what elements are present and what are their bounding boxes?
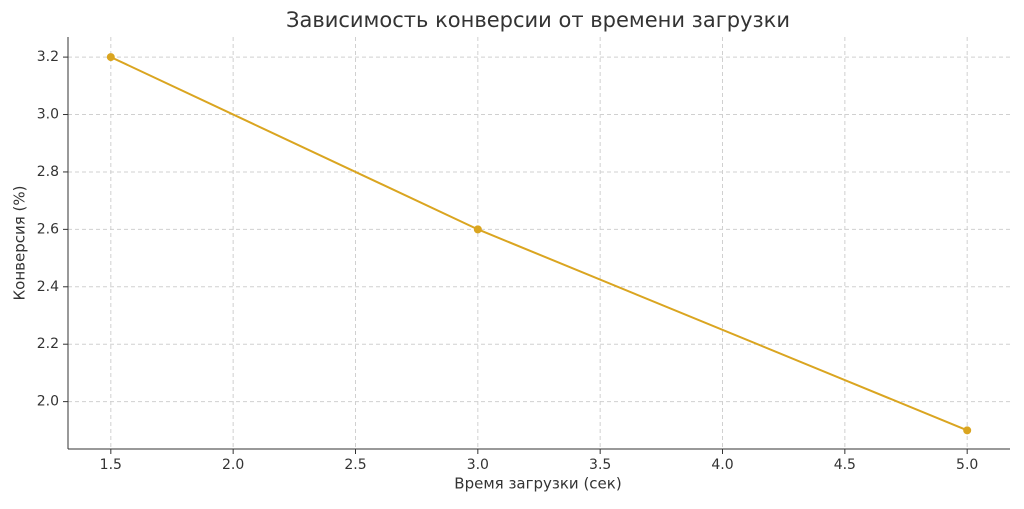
data-point [473, 225, 482, 234]
x-tick-label: 4.0 [711, 457, 733, 473]
y-tick-label: 2.2 [37, 336, 59, 352]
x-tick-label: 4.5 [834, 457, 856, 473]
data-point [106, 53, 115, 62]
y-axis-label: Конверсия (%) [11, 186, 29, 301]
data-line [110, 56, 968, 432]
y-tick-label: 2.6 [37, 221, 59, 237]
x-tick-label: 3.0 [467, 457, 489, 473]
chart-title: Зависимость конверсии от времени загрузк… [286, 8, 790, 32]
x-tick-label: 5.0 [956, 457, 978, 473]
x-tick-label: 1.5 [100, 457, 122, 473]
data-point [963, 426, 972, 435]
y-tick-label: 3.2 [37, 49, 59, 65]
x-axis-label: Время загрузки (сек) [454, 475, 621, 493]
x-tick-label: 2.5 [344, 457, 366, 473]
y-tick-label: 2.0 [37, 394, 59, 410]
x-tick-label: 3.5 [589, 457, 611, 473]
x-tick-label: 2.0 [222, 457, 244, 473]
y-tick-label: 2.8 [37, 164, 59, 180]
y-tick-label: 3.0 [37, 107, 59, 123]
y-tick-label: 2.4 [37, 279, 59, 295]
